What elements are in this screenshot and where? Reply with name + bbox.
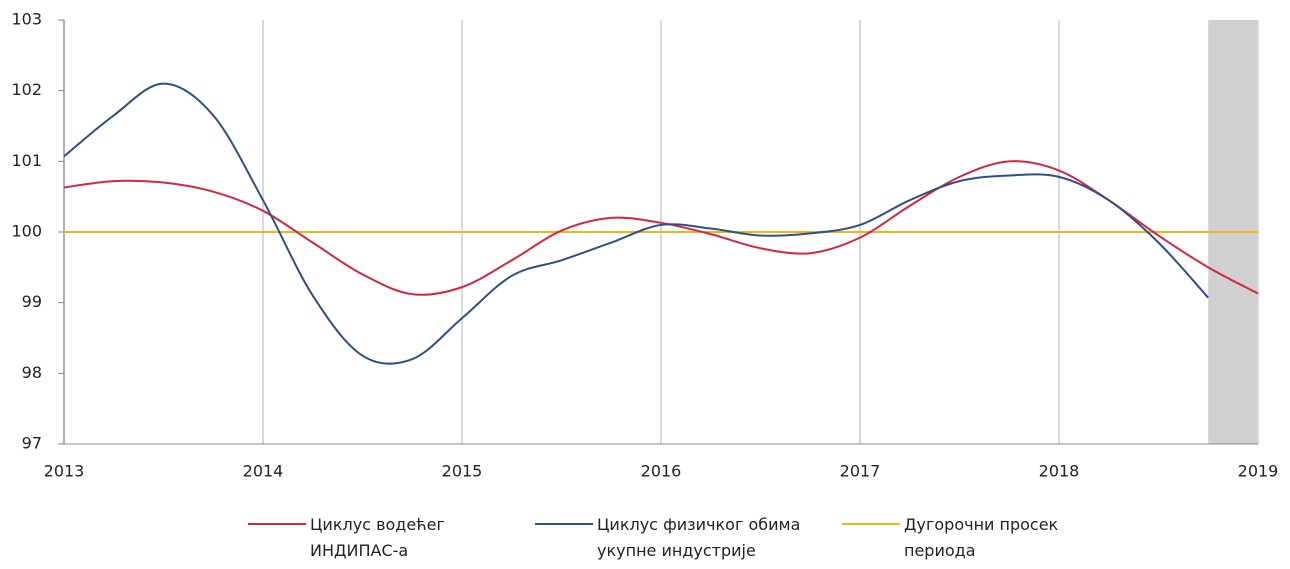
legend-swatch (535, 523, 593, 525)
legend-item: Циклус водећег ИНДИПАС-а (248, 512, 490, 564)
legend-label: Циклус водећег ИНДИПАС-а (310, 515, 445, 560)
y-tick-label: 102 (11, 80, 42, 99)
y-tick-label: 97 (22, 434, 42, 453)
chart: 2013 2014 2015 2016 2017 2018 2019 97 98 99 100 101… (11, 10, 1279, 481)
y-tick-label: 103 (11, 10, 42, 29)
x-tick-label: 2014 (243, 462, 284, 481)
y-tick-label: 100 (11, 222, 42, 241)
legend-swatch (248, 523, 306, 525)
line-series (63, 160, 1259, 296)
y-tick-label: 101 (11, 151, 42, 170)
x-tick-label: 2015 (442, 462, 483, 481)
legend: Циклус водећег ИНДИПАС-а Циклус физичког … (0, 512, 1290, 569)
line-series (63, 82, 1209, 365)
x-tick-label: 2018 (1039, 462, 1080, 481)
legend-swatch (842, 523, 900, 525)
legend-label: Циклус физичког обима укупне индустрије (597, 515, 801, 560)
x-tick-label: 2017 (840, 462, 881, 481)
x-tick-label: 2013 (44, 462, 85, 481)
legend-label: Дугорочни просек периода (904, 515, 1059, 560)
legend-item: Дугорочни просек периода (842, 512, 1074, 564)
y-tick-label: 98 (22, 363, 42, 382)
y-tick-label: 99 (22, 292, 42, 311)
x-tick-label: 2016 (641, 462, 682, 481)
legend-item: Циклус физичког обима укупне индустрије (535, 512, 827, 564)
x-tick-label: 2019 (1238, 462, 1279, 481)
